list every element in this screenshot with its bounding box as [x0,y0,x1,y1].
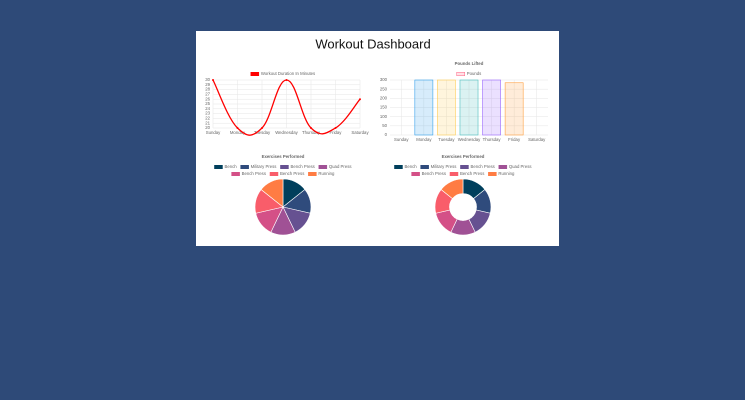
legend-label: Running [498,171,515,176]
y-tick-label: 250 [380,86,388,91]
legend-swatch [280,165,289,169]
y-tick-label: 26 [205,96,210,101]
x-tick-label: Sunday [394,137,409,142]
x-tick-label: Thursday [302,130,321,135]
x-tick-label: Thursday [483,137,502,142]
line-point [261,127,263,129]
y-tick-label: 28 [205,87,210,92]
legend-label: Workout Duration In Minutes [261,71,315,76]
x-tick-label: Sunday [206,130,221,135]
chart-title: Exercises Performed [262,154,305,159]
legend-label: Military Press [431,164,457,169]
chart-title: Exercises Performed [442,154,485,159]
y-tick-label: 30 [205,77,210,82]
y-tick-label: 100 [380,114,388,119]
legend-label: Bench Press [280,171,304,176]
doughnut-slice [440,178,464,200]
bar [504,82,524,136]
bar [482,79,501,136]
legend-label: Bench [404,164,417,169]
legend-label: Bench Press [290,164,314,169]
legend-swatch [269,172,279,176]
legend-swatch [240,165,249,169]
x-tick-label: Friday [330,130,343,135]
x-tick-label: Monday [416,137,432,142]
panel [196,31,559,246]
legend-swatch [411,172,420,176]
legend-swatch [214,165,223,169]
legend-swatch [394,165,403,169]
legend-swatch [460,165,469,169]
y-tick-label: 0 [385,132,388,137]
y-tick-label: 24 [205,106,210,111]
y-tick-label: 22 [205,116,210,121]
x-tick-label: Monday [230,130,246,135]
legend-swatch [498,165,508,169]
y-tick-label: 20 [205,125,210,130]
x-tick-label: Tuesday [254,130,271,135]
line-point [359,98,361,101]
legend-label: Military Press [251,164,277,169]
legend-label: Bench [224,164,237,169]
x-tick-label: Friday [508,137,521,142]
legend-swatch [318,165,328,169]
x-tick-label: Saturday [528,137,546,142]
y-tick-label: 23 [205,111,210,116]
pie-slice [260,178,284,208]
legend-swatch [420,165,429,169]
bar [437,79,456,136]
legend-swatch [231,172,240,176]
y-tick-label: 25 [205,101,210,106]
legend-label: Bench Press [470,164,494,169]
y-tick-label: 27 [205,92,210,97]
legend-swatch [488,172,497,176]
legend-label: Bench Press [460,171,484,176]
bar [414,79,434,136]
line-point [334,127,337,129]
y-tick-label: 50 [382,123,387,128]
line-point [236,127,239,129]
legend-label: Quad Press [329,164,352,169]
y-tick-label: 150 [380,105,388,110]
y-tick-label: 300 [380,77,388,82]
y-tick-label: 200 [380,95,388,100]
legend-label: Bench Press [422,171,446,176]
legend-label: Pounds [467,71,482,76]
line-point [310,127,312,129]
legend-swatch [308,172,317,176]
chart-title: Pounds Lifted [455,61,484,66]
legend-swatch [449,172,459,176]
line-point [212,79,214,81]
legend-label: Running [318,171,335,176]
legend-swatch [250,72,260,76]
x-tick-label: Wednesday [458,137,481,142]
line-point [285,79,288,81]
x-tick-label: Wednesday [275,130,298,135]
y-tick-label: 29 [205,82,210,87]
legend-label: Bench Press [242,171,266,176]
x-tick-label: Tuesday [438,137,455,142]
x-tick-label: Saturday [351,130,369,135]
page-title: Workout Dashboard [315,36,430,51]
legend-label: Quad Press [509,164,532,169]
bar [459,79,479,136]
legend-swatch [456,72,465,76]
y-tick-label: 21 [205,120,210,125]
